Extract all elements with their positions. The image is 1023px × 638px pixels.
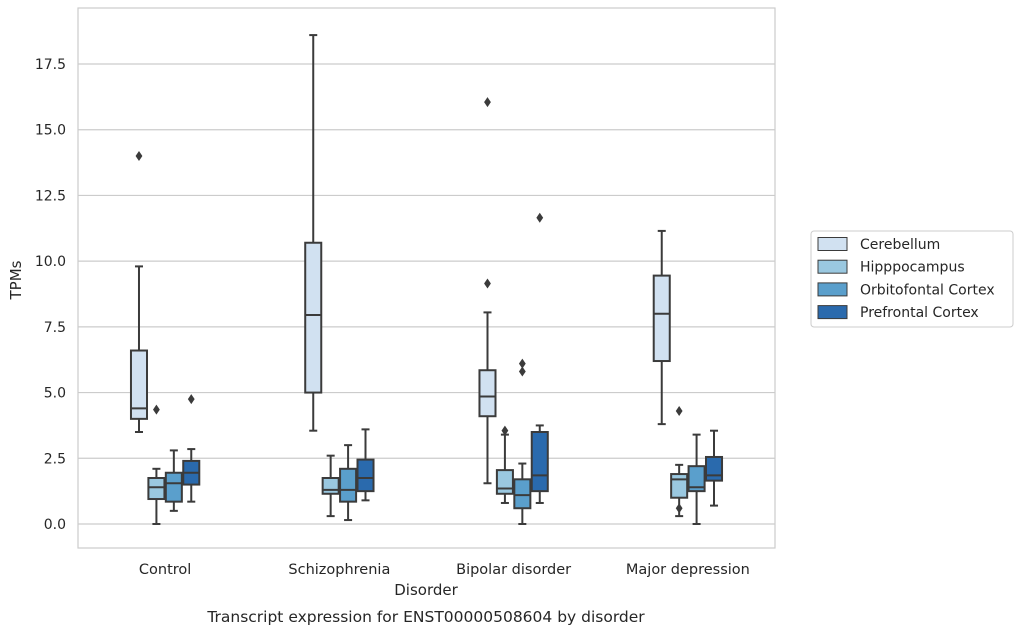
box-cerebellum-control bbox=[129, 151, 149, 433]
box-prefrontal-cortex-bipolar-disorder bbox=[530, 212, 549, 504]
box-prefrontal-cortex-major-depression bbox=[704, 429, 724, 507]
x-tick-labels: Control Schizophrenia Bipolar disorder Majo… bbox=[139, 562, 750, 578]
box-cerebellum-major-depression bbox=[652, 229, 671, 426]
x-tick-label: Major depression bbox=[626, 562, 750, 578]
box-iqr bbox=[164, 471, 183, 503]
outlier-point bbox=[153, 404, 160, 415]
chart-caption: Transcript expression for ENST0000050860… bbox=[206, 608, 645, 626]
x-axis-label: Disorder bbox=[394, 581, 458, 599]
legend-frame bbox=[810, 230, 1014, 328]
box-orbitofontal-cortex-schizophrenia bbox=[339, 444, 358, 522]
box-prefrontal-cortex-schizophrenia bbox=[356, 428, 375, 502]
legend-label: Cerebellum bbox=[860, 237, 940, 253]
box-orbitofontal-cortex-bipolar-disorder bbox=[513, 358, 532, 525]
box-iqr bbox=[478, 369, 497, 418]
outlier-point bbox=[675, 503, 683, 514]
outlier-point bbox=[135, 151, 143, 161]
legend-swatch bbox=[817, 282, 848, 297]
box-iqr bbox=[304, 241, 323, 394]
legend: Cerebellum Hipppocampus Orbitofontal Corte… bbox=[810, 230, 1014, 328]
y-tick-label: 15.0 bbox=[35, 123, 66, 139]
outlier-point bbox=[675, 405, 683, 416]
outlier-point bbox=[187, 394, 195, 405]
box-series bbox=[129, 34, 724, 525]
x-tick-label: Control bbox=[139, 562, 191, 578]
x-tick-label: Bipolar disorder bbox=[456, 562, 571, 578]
legend-label: Hipppocampus bbox=[860, 260, 965, 276]
legend-swatch bbox=[817, 305, 848, 320]
outlier-point bbox=[518, 366, 526, 377]
box-orbitofontal-cortex-major-depression bbox=[687, 433, 706, 525]
legend-label: Prefrontal Cortex bbox=[860, 305, 979, 321]
y-tick-labels: 0.0 2.5 5.0 7.5 10.0 12.5 15.0 17.5 bbox=[35, 57, 66, 533]
y-axis-label: TPMs bbox=[7, 260, 25, 300]
outlier-point bbox=[518, 358, 526, 369]
legend-swatch bbox=[817, 237, 848, 251]
box-prefrontal-cortex-control bbox=[182, 394, 201, 503]
gridlines bbox=[78, 63, 775, 525]
legend-swatch bbox=[817, 259, 848, 274]
legend-label: Orbitofontal Cortex bbox=[860, 282, 995, 298]
outlier-point bbox=[484, 278, 491, 289]
box-hipppocampus-bipolar-disorder bbox=[495, 425, 514, 504]
box-iqr bbox=[530, 431, 549, 493]
box-iqr bbox=[652, 274, 671, 363]
box-cerebellum-bipolar-disorder bbox=[478, 97, 497, 485]
box-iqr bbox=[513, 478, 532, 510]
y-tick-label: 2.5 bbox=[44, 451, 66, 467]
y-tick-label: 12.5 bbox=[35, 188, 66, 204]
y-tick-label: 7.5 bbox=[44, 320, 66, 336]
box-cerebellum-schizophrenia bbox=[304, 34, 323, 432]
box-hipppocampus-control bbox=[147, 404, 166, 525]
box-hipppocampus-schizophrenia bbox=[321, 454, 340, 518]
box-iqr bbox=[495, 469, 514, 495]
y-tick-label: 0.0 bbox=[44, 517, 66, 533]
x-tick-label: Schizophrenia bbox=[288, 562, 390, 578]
box-orbitofontal-cortex-control bbox=[164, 449, 183, 512]
outlier-point bbox=[484, 97, 491, 108]
y-tick-label: 17.5 bbox=[35, 57, 66, 73]
box-iqr bbox=[356, 458, 375, 493]
box-iqr bbox=[147, 477, 166, 501]
box-iqr bbox=[339, 467, 358, 503]
plot-frame bbox=[77, 7, 776, 549]
box-iqr bbox=[129, 349, 149, 420]
box-iqr bbox=[321, 477, 340, 495]
outlier-point bbox=[501, 425, 509, 436]
y-tick-label: 10.0 bbox=[35, 254, 66, 270]
y-tick-label: 5.0 bbox=[44, 386, 66, 402]
outlier-point bbox=[536, 212, 544, 223]
box-iqr bbox=[687, 465, 706, 493]
box-hipppocampus-major-depression bbox=[670, 405, 689, 518]
box-iqr bbox=[704, 455, 724, 482]
box-iqr bbox=[670, 473, 689, 499]
